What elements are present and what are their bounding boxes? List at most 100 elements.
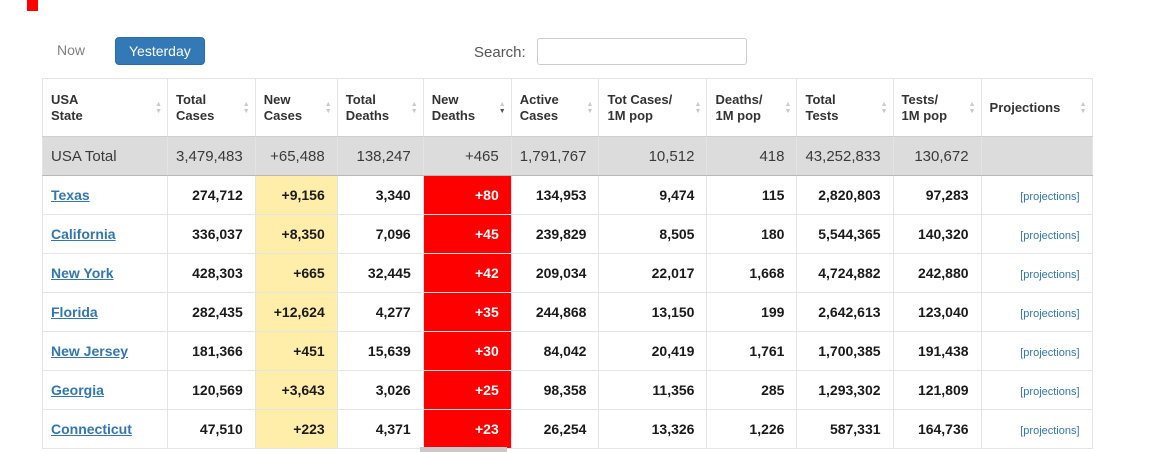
cell-new-deaths: +23 — [422, 409, 512, 449]
cell-total-tests: 2,642,613 — [796, 292, 894, 332]
sort-icon[interactable]: ▲ ▼ — [880, 100, 888, 115]
sort-icon[interactable]: ▲ ▼ — [694, 100, 702, 115]
cell-deaths-1m: 1,668 — [706, 253, 798, 293]
state-row-florida: Florida 282,435 +12,624 4,277 +35 244,868 13,1… — [42, 292, 1093, 332]
table-header: USA State ▲ ▼ Total Cases ▲ ▼ New Cases ▲ ▼ To… — [42, 78, 1093, 137]
cell-projections: [projections] — [980, 370, 1093, 410]
cell-active-cases: 239,829 — [510, 214, 600, 254]
header-label: Tot Cases/1M pop — [607, 91, 673, 123]
col-header-new-deaths[interactable]: New Deaths ▲ ▼ — [422, 78, 512, 137]
cell-deaths-1m: 199 — [706, 292, 798, 332]
col-header-projections[interactable]: Projections ▲ ▼ — [980, 78, 1093, 137]
cell-state: Texas — [42, 175, 168, 215]
sort-icon[interactable]: ▲ ▼ — [155, 100, 162, 115]
cell-projections: [projections] — [980, 331, 1093, 371]
cell-new-cases: +8,350 — [254, 214, 338, 254]
cell-total-deaths: 32,445 — [336, 253, 424, 293]
projections-link[interactable]: [projections] — [1020, 425, 1080, 437]
sort-icon[interactable]: ▲ ▼ — [586, 100, 594, 115]
state-link[interactable]: Florida — [51, 304, 98, 320]
cell-state: USA Total — [42, 136, 168, 176]
table-body: USA Total 3,479,483 +65,488 138,247 +465 1,79… — [42, 136, 1093, 449]
col-header-cases-per-1m[interactable]: Tot Cases/1M pop ▲ ▼ — [598, 78, 708, 137]
cell-new-cases: +223 — [254, 409, 338, 449]
cell-projections: [projections] — [980, 253, 1093, 293]
state-link[interactable]: New Jersey — [51, 343, 129, 359]
cell-total-cases: 274,712 — [167, 175, 256, 215]
cell-total-tests: 43,252,833 — [796, 136, 894, 176]
cell-total-deaths: 138,247 — [336, 136, 424, 176]
cell-new-deaths: +45 — [422, 214, 512, 254]
cell-new-deaths: +35 — [422, 292, 512, 332]
header-label: Deaths/1M pop — [715, 91, 763, 123]
sort-icon[interactable]: ▲ ▼ — [968, 100, 976, 115]
sort-icon[interactable]: ▲ ▼ — [784, 100, 792, 115]
cell-state: Connecticut — [42, 409, 168, 449]
sort-icon[interactable]: ▲ ▼ — [410, 100, 418, 115]
state-link[interactable]: California — [51, 226, 116, 242]
sort-icon[interactable]: ▲ ▼ — [242, 100, 250, 115]
cell-state: Georgia — [42, 370, 168, 410]
projections-link[interactable]: [projections] — [1020, 308, 1080, 320]
col-header-new-cases[interactable]: New Cases ▲ ▼ — [254, 78, 338, 137]
projections-link[interactable]: [projections] — [1020, 230, 1080, 242]
cell-active-cases: 26,254 — [510, 409, 600, 449]
cell-cases-1m: 13,326 — [598, 409, 708, 449]
col-header-active-cases[interactable]: Active Cases ▲ ▼ — [510, 78, 600, 137]
cell-active-cases: 84,042 — [510, 331, 600, 371]
cell-total-deaths: 3,026 — [336, 370, 424, 410]
header-label: Total Cases — [176, 91, 215, 123]
cell-cases-1m: 10,512 — [598, 136, 708, 176]
cell-new-cases: +9,156 — [254, 175, 338, 215]
state-row-california: California 336,037 +8,350 7,096 +45 239,829 8,… — [42, 214, 1093, 254]
state-link[interactable]: Georgia — [51, 382, 104, 398]
cell-total-tests: 1,700,385 — [796, 331, 894, 371]
col-header-deaths-per-1m[interactable]: Deaths/1M pop ▲ ▼ — [706, 78, 798, 137]
cell-active-cases: 134,953 — [510, 175, 600, 215]
cell-tests-1m: 130,672 — [892, 136, 982, 176]
cell-tests-1m: 121,809 — [892, 370, 982, 410]
cell-total-tests: 587,331 — [796, 409, 894, 449]
search-input[interactable] — [537, 38, 747, 65]
usa-total-row: USA Total 3,479,483 +65,488 138,247 +465 1,79… — [42, 136, 1093, 176]
sort-icon[interactable]: ▲ ▼ — [324, 100, 332, 115]
header-label: USA State — [51, 91, 83, 123]
cell-new-deaths: +42 — [422, 253, 512, 293]
cell-total-deaths: 4,277 — [336, 292, 424, 332]
col-header-total-cases[interactable]: Total Cases ▲ ▼ — [167, 78, 256, 137]
sort-icon[interactable]: ▲ ▼ — [1079, 100, 1087, 115]
cell-cases-1m: 11,356 — [598, 370, 708, 410]
cell-deaths-1m: 285 — [706, 370, 798, 410]
cell-new-cases: +12,624 — [254, 292, 338, 332]
state-link[interactable]: Connecticut — [51, 421, 132, 437]
col-header-usa-state[interactable]: USA State ▲ ▼ — [42, 78, 168, 137]
sort-icon-active[interactable]: ▲ ▼ — [498, 100, 506, 115]
state-link[interactable]: Texas — [51, 187, 90, 203]
search-label: Search: — [474, 44, 526, 61]
red-marker — [27, 0, 38, 11]
yesterday-toggle-button[interactable]: Yesterday — [115, 37, 205, 65]
projections-link[interactable]: [projections] — [1020, 347, 1080, 359]
header-label: Tests/1M pop — [901, 91, 948, 123]
cell-projections: [projections] — [980, 175, 1093, 215]
col-header-total-deaths[interactable]: Total Deaths ▲ ▼ — [336, 78, 424, 137]
cell-active-cases: 209,034 — [510, 253, 600, 293]
cell-new-cases: +665 — [254, 253, 338, 293]
cell-projections — [980, 136, 1093, 176]
projections-link[interactable]: [projections] — [1020, 386, 1080, 398]
projections-link[interactable]: [projections] — [1020, 191, 1080, 203]
state-link[interactable]: New York — [51, 265, 114, 281]
col-header-tests-per-1m[interactable]: Tests/1M pop ▲ ▼ — [892, 78, 982, 137]
cell-tests-1m: 97,283 — [892, 175, 982, 215]
cell-deaths-1m: 115 — [706, 175, 798, 215]
cell-total-deaths: 7,096 — [336, 214, 424, 254]
projections-link[interactable]: [projections] — [1020, 269, 1080, 281]
col-header-total-tests[interactable]: Total Tests ▲ ▼ — [796, 78, 894, 137]
state-row-georgia: Georgia 120,569 +3,643 3,026 +25 98,358 11,356… — [42, 370, 1093, 410]
now-toggle-button[interactable]: Now — [57, 42, 86, 58]
cell-deaths-1m: 180 — [706, 214, 798, 254]
cell-total-cases: 3,479,483 — [167, 136, 256, 176]
cell-deaths-1m: 1,226 — [706, 409, 798, 449]
header-label: Total Deaths — [345, 91, 390, 123]
header-label: Total Tests — [805, 91, 839, 123]
